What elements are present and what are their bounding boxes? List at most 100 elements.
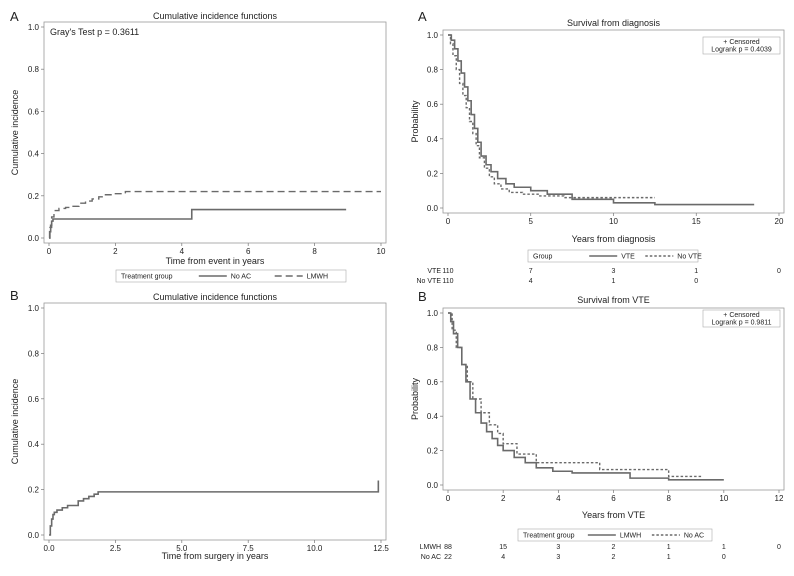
x-tick-label: 0.0 bbox=[43, 544, 55, 553]
x-tick-label: 0 bbox=[446, 494, 451, 503]
x-tick-label: 12.5 bbox=[373, 544, 389, 553]
plot-frame bbox=[442, 307, 785, 491]
x-tick-label: 4 bbox=[180, 247, 185, 256]
annotation-box bbox=[702, 36, 781, 55]
risk-row-label: LMWH bbox=[420, 544, 441, 551]
y-tick-label: 0.6 bbox=[427, 378, 439, 387]
risk-value: 3 bbox=[612, 268, 616, 275]
annotation-line: Logrank p = 0.9811 bbox=[711, 320, 771, 327]
legend-item-1: No VTE bbox=[677, 254, 702, 261]
x-tick-label: 2.5 bbox=[110, 544, 122, 553]
risk-value: 110 bbox=[442, 278, 453, 285]
series-line-1 bbox=[448, 312, 702, 478]
risk-value: 0 bbox=[777, 544, 781, 551]
y-axis-label: Probability bbox=[410, 377, 420, 420]
x-tick-label: 10 bbox=[609, 217, 618, 226]
x-axis-label: Time from surgery in years bbox=[162, 551, 269, 561]
y-tick-label: 1.0 bbox=[427, 309, 439, 318]
legend-item-1: LMWH bbox=[307, 274, 328, 281]
y-axis-label: Probability bbox=[410, 100, 420, 143]
risk-value: 1 bbox=[667, 554, 671, 561]
y-tick-label: 0.8 bbox=[427, 343, 439, 352]
series-line-0 bbox=[49, 480, 380, 536]
risk-value: 22 bbox=[444, 554, 452, 561]
panel-letter: B bbox=[10, 288, 19, 303]
x-tick-label: 20 bbox=[775, 217, 784, 226]
y-tick-label: 0.8 bbox=[28, 349, 40, 358]
x-tick-label: 15 bbox=[692, 217, 701, 226]
y-tick-label: 0.0 bbox=[28, 234, 40, 243]
risk-value: 7 bbox=[529, 268, 533, 275]
risk-row-label: No VTE bbox=[416, 278, 441, 285]
x-tick-label: 10 bbox=[719, 494, 728, 503]
y-tick-label: 0.4 bbox=[28, 150, 40, 159]
risk-value: 15 bbox=[499, 544, 507, 551]
legend-title: Treatment group bbox=[523, 533, 575, 540]
x-tick-label: 10 bbox=[377, 247, 386, 256]
chart-cif-a: A Cumulative incidence functions 0.0 0.2 0.4… bbox=[10, 9, 387, 283]
x-tick-label: 0 bbox=[47, 247, 52, 256]
y-tick-label: 0.6 bbox=[28, 395, 40, 404]
y-tick-label: 1.0 bbox=[28, 304, 40, 313]
legend-item-0: LMWH bbox=[620, 533, 641, 540]
series-line-1 bbox=[448, 34, 655, 199]
panel-letter: A bbox=[10, 9, 19, 24]
risk-value: 3 bbox=[556, 544, 560, 551]
y-tick-label: 1.0 bbox=[427, 31, 439, 40]
x-tick-label: 4 bbox=[556, 494, 561, 503]
y-tick-label: 1.0 bbox=[28, 23, 40, 32]
series-line-0 bbox=[448, 34, 755, 206]
legend-item-1: No AC bbox=[684, 533, 704, 540]
y-tick-label: 0.8 bbox=[427, 66, 439, 75]
risk-value: 1 bbox=[667, 544, 671, 551]
y-tick-label: 0.6 bbox=[427, 100, 439, 109]
chart-title: Survival from diagnosis bbox=[567, 18, 661, 28]
risk-value: 0 bbox=[777, 268, 781, 275]
risk-value: 0 bbox=[722, 554, 726, 561]
x-tick-label: 5.0 bbox=[176, 544, 188, 553]
y-tick-label: 0.4 bbox=[427, 135, 439, 144]
risk-value: 1 bbox=[694, 268, 698, 275]
legend-box bbox=[115, 269, 347, 283]
plot-frame bbox=[442, 29, 785, 214]
legend-title: Group bbox=[533, 254, 553, 261]
y-tick-label: 0.0 bbox=[427, 204, 439, 213]
panel-letter: B bbox=[418, 289, 427, 304]
risk-value: 0 bbox=[694, 278, 698, 285]
x-tick-label: 8 bbox=[312, 247, 317, 256]
annotation-line: + Censored bbox=[723, 39, 759, 46]
series-line-0 bbox=[448, 312, 724, 481]
chart-cif-b: B Cumulative incidence functions 0.0 0.2 0.4… bbox=[10, 288, 389, 561]
chart-title: Cumulative incidence functions bbox=[153, 292, 278, 302]
chart-title: Cumulative incidence functions bbox=[153, 11, 278, 21]
risk-value: 4 bbox=[501, 554, 505, 561]
chart-title: Survival from VTE bbox=[577, 295, 650, 305]
y-tick-label: 0.6 bbox=[28, 107, 40, 116]
x-axis-label: Years from VTE bbox=[582, 510, 645, 520]
legend-item-0: VTE bbox=[621, 254, 635, 261]
x-tick-label: 7.5 bbox=[243, 544, 255, 553]
annotation-line: + Censored bbox=[723, 312, 759, 319]
chart-survival-b: B Survival from VTE 0.0 0.2 0.4 0.6 0.8 1.0 0 2 4 6… bbox=[410, 289, 785, 561]
y-tick-label: 0.0 bbox=[427, 481, 439, 490]
series-line-1 bbox=[49, 190, 381, 239]
y-tick-label: 0.8 bbox=[28, 65, 40, 74]
x-axis-label: Time from event in years bbox=[166, 256, 265, 266]
panel-letter: A bbox=[418, 9, 427, 24]
x-tick-label: 10.0 bbox=[307, 544, 323, 553]
y-tick-label: 0.4 bbox=[28, 440, 40, 449]
y-tick-label: 0.4 bbox=[427, 412, 439, 421]
risk-value: 110 bbox=[442, 268, 453, 275]
risk-value: 3 bbox=[556, 554, 560, 561]
risk-value: 2 bbox=[612, 554, 616, 561]
x-axis-label: Years from diagnosis bbox=[572, 234, 656, 244]
x-tick-label: 0 bbox=[446, 217, 451, 226]
x-tick-label: 2 bbox=[113, 247, 118, 256]
risk-value: 1 bbox=[612, 278, 616, 285]
y-axis-label: Cumulative incidence bbox=[10, 90, 20, 176]
x-tick-label: 2 bbox=[501, 494, 506, 503]
annotation-box bbox=[702, 309, 781, 328]
chart-survival-a: A Survival from diagnosis 0.0 0.2 0.4 0.6 0.8 1… bbox=[410, 9, 785, 285]
risk-row-label: No AC bbox=[421, 554, 441, 561]
